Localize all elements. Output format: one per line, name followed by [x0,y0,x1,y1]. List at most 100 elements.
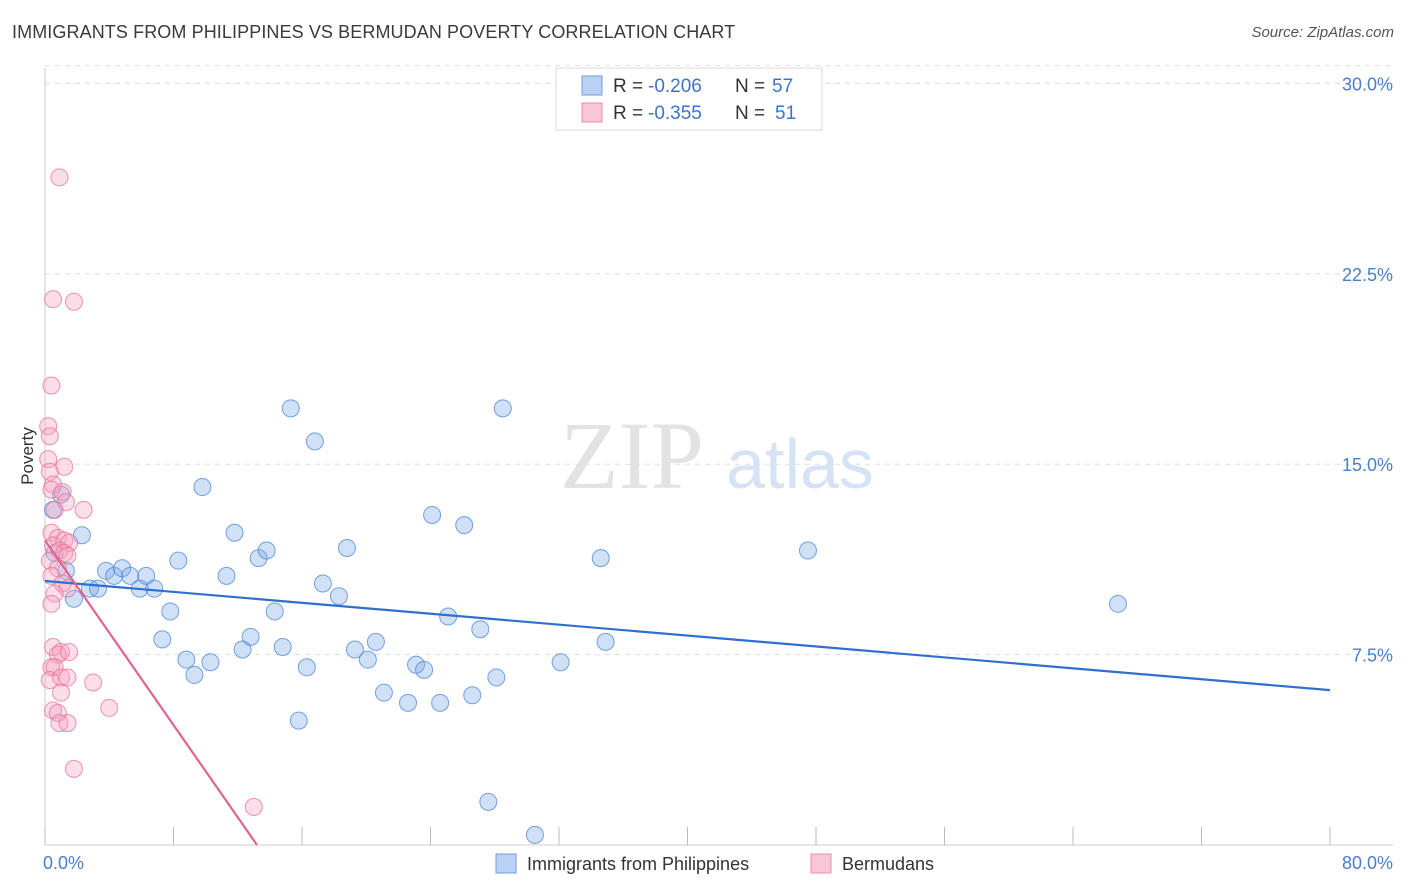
point-blue-55 [591,549,610,568]
watermark-zip: ZIP [560,402,704,509]
point-blue-18 [177,650,196,669]
legend-r-label-1: R = [613,76,643,97]
y-tick-label-2: 22.5% [1342,265,1393,285]
point-pink-46 [64,759,83,778]
legend-n-value-2: 51 [775,103,796,124]
point-pink-43 [100,698,119,717]
point-pink-38 [58,668,77,687]
point-pink-22 [58,546,77,565]
point-pink-11 [53,483,72,502]
point-pink-5 [40,427,59,446]
point-blue-15 [153,630,172,649]
point-blue-25 [241,627,260,646]
trend-line-pink [44,539,258,846]
point-pink-17 [55,531,74,550]
point-blue-48 [463,686,482,705]
point-pink-14 [74,500,93,519]
point-blue-45 [431,693,450,712]
point-blue-43 [415,660,434,679]
series-legend-swatch-blue [495,853,517,874]
point-pink-39 [84,673,103,692]
y-tick-label-3: 30.0% [1342,74,1393,94]
scatter-points [39,168,1127,844]
point-pink-40 [52,683,71,702]
legend-n-label-2: N = [735,103,765,124]
point-pink-47 [244,797,263,816]
legend-swatch-pink [581,102,603,123]
gridlines [45,65,1393,656]
point-pink-1 [44,290,63,309]
point-pink-13 [45,500,64,519]
axes [44,68,1393,846]
legend-n-value-1: 57 [772,76,793,97]
point-blue-27 [257,541,276,560]
point-pink-29 [42,594,61,613]
point-blue-34 [313,574,332,593]
chart-title: IMMIGRANTS FROM PHILIPPINES VS BERMUDAN … [12,22,736,42]
series-legend-label-2: Bermudans [842,854,934,874]
point-pink-10 [42,480,61,499]
point-blue-41 [399,693,418,712]
point-blue-50 [479,792,498,811]
legend-r-label-2: R = [613,103,643,124]
point-blue-21 [201,653,220,672]
point-blue-33 [305,432,324,451]
point-blue-38 [358,650,377,669]
legend-r-value-1: -0.206 [648,76,702,97]
point-blue-13 [137,566,156,585]
legend-swatch-blue [581,75,603,96]
point-blue-19 [185,665,204,684]
point-blue-36 [337,538,356,557]
point-pink-37 [52,668,71,687]
point-blue-58 [1108,594,1127,613]
point-pink-28 [45,584,64,603]
point-blue-32 [297,658,316,677]
trend-lines [44,539,1331,846]
tick-labels: 7.5% 15.0% 22.5% 30.0% 0.0% 80.0% [43,74,1393,873]
point-blue-54 [551,653,570,672]
point-blue-11 [121,566,140,585]
point-blue-20 [193,478,212,497]
point-blue-47 [455,516,474,535]
point-pink-3 [42,376,61,395]
y-axis-title: Poverty [18,427,37,485]
point-pink-2 [64,292,83,311]
point-blue-16 [161,602,180,621]
point-blue-56 [596,632,615,651]
x-tick-label-1: 80.0% [1342,853,1393,873]
point-blue-37 [346,640,365,659]
point-blue-49 [471,620,490,639]
point-blue-30 [281,399,300,418]
point-blue-31 [289,711,308,730]
watermark-atlas: atlas [726,425,874,503]
legend-n-label-1: N = [735,76,765,97]
point-blue-4 [64,589,83,608]
point-blue-28 [265,602,284,621]
point-blue-53 [525,825,544,844]
x-tick-label-0: 0.0% [43,853,84,873]
point-pink-0 [50,168,69,187]
series-legend-label-1: Immigrants from Philippines [527,854,749,874]
point-blue-7 [89,579,108,598]
series-legend-swatch-pink [810,853,832,874]
point-blue-23 [225,523,244,542]
stats-legend: R = -0.206 N = 57 R = -0.355 N = 51 [555,67,823,131]
legend-r-value-2: -0.355 [648,103,702,124]
point-blue-35 [329,587,348,606]
point-blue-57 [798,541,817,560]
point-pink-45 [58,714,77,733]
point-blue-44 [423,505,442,524]
point-blue-40 [374,683,393,702]
series-legend: Immigrants from Philippines Bermudans [495,853,934,874]
point-pink-21 [55,544,74,563]
trend-line-blue [44,579,1331,692]
point-pink-7 [55,457,74,476]
chart-source: Source: ZipAtlas.com [1251,24,1394,41]
point-blue-17 [169,551,188,570]
point-blue-22 [217,566,236,585]
y-tick-label-1: 15.0% [1342,455,1393,475]
point-blue-51 [487,668,506,687]
point-pink-36 [40,670,59,689]
point-blue-14 [145,579,164,598]
